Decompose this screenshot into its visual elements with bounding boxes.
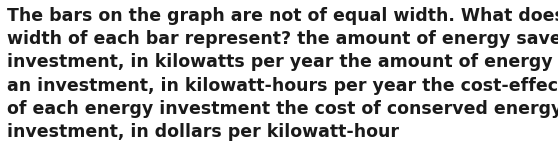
Text: The bars on the graph are not of equal width. What does the
width of each bar re: The bars on the graph are not of equal w… <box>7 7 558 141</box>
